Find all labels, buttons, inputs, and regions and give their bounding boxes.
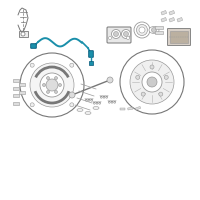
Bar [177,17,183,22]
Circle shape [40,73,64,97]
Circle shape [70,63,74,67]
FancyBboxPatch shape [168,28,190,46]
Circle shape [30,63,34,67]
Bar [13,78,19,82]
Bar [170,31,188,43]
Bar [13,102,19,104]
Circle shape [112,29,120,38]
Circle shape [107,77,113,83]
Bar [161,17,167,22]
Ellipse shape [93,106,99,110]
Circle shape [108,36,112,40]
Circle shape [142,72,162,92]
Circle shape [46,90,50,93]
Bar [13,94,19,97]
Circle shape [122,29,130,38]
Circle shape [30,103,34,107]
Bar [161,10,167,15]
Bar [19,31,28,37]
Circle shape [21,32,25,36]
Circle shape [124,31,128,36]
Bar [19,82,25,86]
Circle shape [164,75,168,79]
Circle shape [147,77,157,87]
Bar [13,86,19,90]
Circle shape [30,63,74,107]
Bar [155,26,163,29]
Circle shape [70,103,74,107]
Circle shape [120,50,184,114]
Circle shape [46,79,58,91]
Ellipse shape [85,112,91,114]
Circle shape [136,75,140,79]
Circle shape [58,84,62,86]
Ellipse shape [149,26,159,33]
Bar [169,17,175,22]
Circle shape [141,92,145,96]
Bar [120,108,125,110]
Circle shape [139,27,145,33]
Circle shape [130,60,174,104]
Bar [128,107,133,110]
Bar [155,31,163,34]
Circle shape [46,77,50,80]
Circle shape [54,90,58,93]
FancyBboxPatch shape [89,51,93,57]
Circle shape [114,31,118,36]
Circle shape [127,36,130,40]
FancyBboxPatch shape [31,44,36,48]
Circle shape [152,27,156,32]
FancyBboxPatch shape [107,27,131,43]
Bar [19,90,25,94]
Circle shape [42,84,46,86]
Circle shape [136,24,148,36]
Bar [135,106,141,110]
Circle shape [54,77,58,80]
Circle shape [20,53,84,117]
Ellipse shape [77,108,83,112]
Circle shape [159,92,163,96]
Circle shape [150,65,154,69]
Circle shape [134,22,150,38]
Bar [169,10,175,15]
Circle shape [69,92,75,98]
Bar [89,61,93,65]
